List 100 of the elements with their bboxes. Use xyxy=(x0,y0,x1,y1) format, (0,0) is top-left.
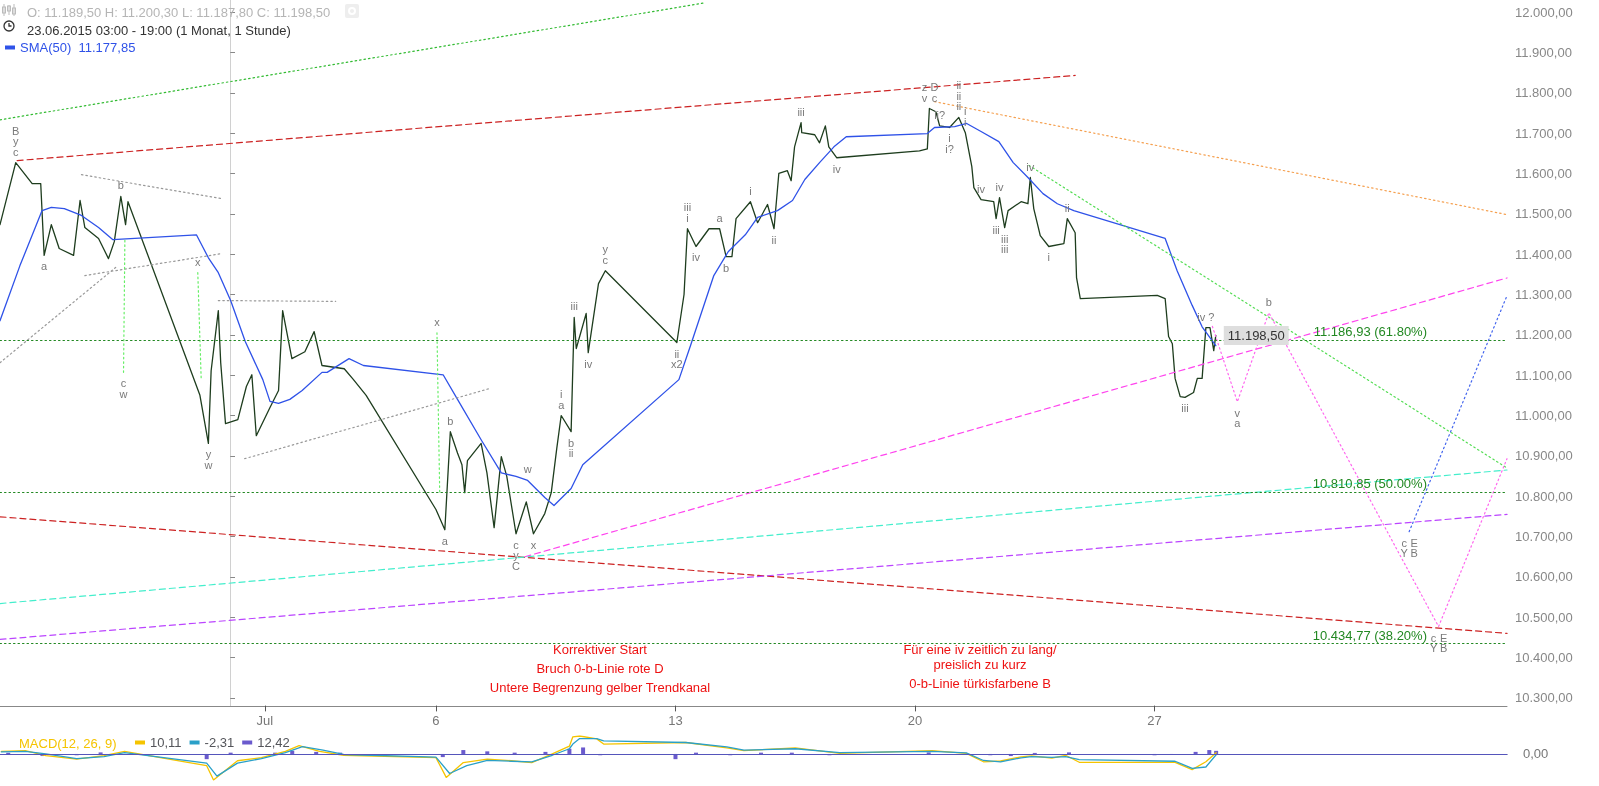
y-tick-label: 11.800,00 xyxy=(1515,85,1572,101)
annotation: v xyxy=(1234,406,1241,419)
chart-title: O: 11.189,50 H: 11.200,30 L: 11.187,80 C: 11.198,50 xyxy=(27,5,331,20)
legend-label: SMA(50) 11.177,85 xyxy=(20,40,136,55)
annotation: c xyxy=(1430,631,1437,644)
annotation: Korrektiver Start xyxy=(553,642,648,657)
annotation: D xyxy=(930,81,939,94)
legend-label: 12,42 xyxy=(257,735,290,750)
annotation: iv xyxy=(584,357,593,370)
annotation: y xyxy=(602,243,609,256)
legend-label: -2,31 xyxy=(204,735,235,750)
annotation: w xyxy=(522,463,532,476)
annotation: b xyxy=(117,179,124,192)
annotation: iv xyxy=(832,162,842,175)
x-tick-label: 6 xyxy=(432,713,440,728)
annotation: i xyxy=(1047,251,1051,264)
y-tick-label: 11.300,00 xyxy=(1515,287,1572,302)
y-tick-label: 11.700,00 xyxy=(1515,125,1572,141)
y-tick-label: 11.500,00 xyxy=(1515,206,1572,222)
annotation: y xyxy=(205,448,212,461)
y-tick-label: 11.400,00 xyxy=(1515,246,1572,262)
x-tick-label: Jul xyxy=(256,713,274,728)
annotation: iii xyxy=(683,201,692,214)
y-tick-label: 11.100,00 xyxy=(1515,367,1572,383)
annotation: ii xyxy=(956,89,962,102)
annotation: iii xyxy=(797,105,805,118)
annotation: c xyxy=(1401,536,1408,549)
annotation: w xyxy=(118,387,128,400)
ref-line-label: 10.810,85 (50.00%) xyxy=(1312,475,1427,491)
annotation: x xyxy=(195,255,202,268)
y-tick-label: 11.900,00 xyxy=(1515,44,1572,60)
annotation: ii xyxy=(771,233,777,246)
y-tick-label: 10.700,00 xyxy=(1515,529,1573,545)
annotation: ii xyxy=(1064,201,1070,214)
annotation: i xyxy=(749,184,752,197)
ref-line-label: 10.434,77 (38.20%) xyxy=(1312,627,1427,643)
annotation: iii xyxy=(992,223,1000,236)
y-tick-label: 10.400,00 xyxy=(1515,650,1573,666)
y-tick-label: 10.500,00 xyxy=(1515,609,1573,625)
annotation: x xyxy=(530,538,537,551)
annotation: Bruch 0-b-Linie rote D xyxy=(536,661,664,676)
annotation: a xyxy=(1234,417,1242,430)
y-tick-label: 10.800,00 xyxy=(1515,488,1573,504)
annotation: Für eine iv zeitlich zu lang/ preislich zu kurz xyxy=(903,642,1057,672)
ref-line-label: 0,00 xyxy=(1523,746,1549,762)
annotation: E xyxy=(1439,631,1448,644)
text: 23.06.2015 03:00 - 19:00 (1 Monat, 1 Stunde) xyxy=(27,23,291,38)
annotation: ii xyxy=(674,347,680,360)
annotation: c xyxy=(931,91,938,104)
x-tick-label: 20 xyxy=(907,713,923,728)
annotation: iii xyxy=(1000,232,1009,245)
annotation: iii xyxy=(1000,243,1009,256)
data-label: 11.198,50 xyxy=(1227,327,1285,343)
annotation: B xyxy=(1439,642,1448,655)
y-tick-label: 11.000,00 xyxy=(1515,408,1572,424)
annotation: b xyxy=(723,261,730,274)
annotation: i xyxy=(964,105,967,118)
legend-title: MACD(12, 26, 9) xyxy=(19,736,117,751)
annotation: c xyxy=(513,538,520,551)
annotation: iii xyxy=(570,300,578,313)
annotation: y xyxy=(12,135,19,148)
annotation: E xyxy=(1410,536,1418,549)
y-tick-label: 10.900,00 xyxy=(1515,448,1573,464)
annotation: a xyxy=(441,534,449,547)
annotation: iv xyxy=(977,182,986,195)
y-tick-label: 12.000,00 xyxy=(1515,4,1573,20)
annotation: iv ? xyxy=(1197,310,1215,323)
annotation: i xyxy=(686,211,689,224)
annotation: b xyxy=(568,436,575,449)
annotation: iv xyxy=(692,251,701,264)
annotation: a xyxy=(41,260,49,273)
annotation: x2 xyxy=(671,358,683,371)
annotation: Untere Begrenzung gelber Trendkanal xyxy=(489,680,711,695)
annotation: z xyxy=(921,81,928,94)
legend-label: 10,11 xyxy=(150,735,182,750)
annotation: Y xyxy=(1400,547,1409,560)
annotation: x xyxy=(434,315,441,328)
annotation: i? xyxy=(945,142,954,155)
annotation: B xyxy=(12,124,20,137)
annotation: b xyxy=(1265,295,1272,308)
y-tick-label: 10.300,00 xyxy=(1515,690,1573,706)
y-tick-label: 11.200,00 xyxy=(1515,327,1572,343)
y-tick-label: 11.600,00 xyxy=(1515,165,1572,181)
ref-line-label: 11.186,93 (61.80%) xyxy=(1313,324,1427,340)
annotation: Y xyxy=(1429,642,1438,655)
annotation: B xyxy=(1410,547,1418,560)
annotation: i xyxy=(964,115,967,128)
y-tick-label: 10.600,00 xyxy=(1515,569,1573,585)
annotation: iv xyxy=(995,180,1004,193)
x-tick-label: 27 xyxy=(1147,713,1162,728)
annotation: ii xyxy=(568,447,574,460)
annotation: ii xyxy=(956,79,962,92)
annotation: c xyxy=(120,377,127,390)
annotation: a xyxy=(716,211,724,224)
x-tick-label: 13 xyxy=(668,713,683,728)
annotation: 0-b-Linie türkisfarbene B xyxy=(909,676,1051,691)
annotation: i xyxy=(559,388,563,401)
annotation: a xyxy=(558,398,566,411)
annotation: ii xyxy=(956,100,962,113)
annotation: b xyxy=(447,414,454,427)
